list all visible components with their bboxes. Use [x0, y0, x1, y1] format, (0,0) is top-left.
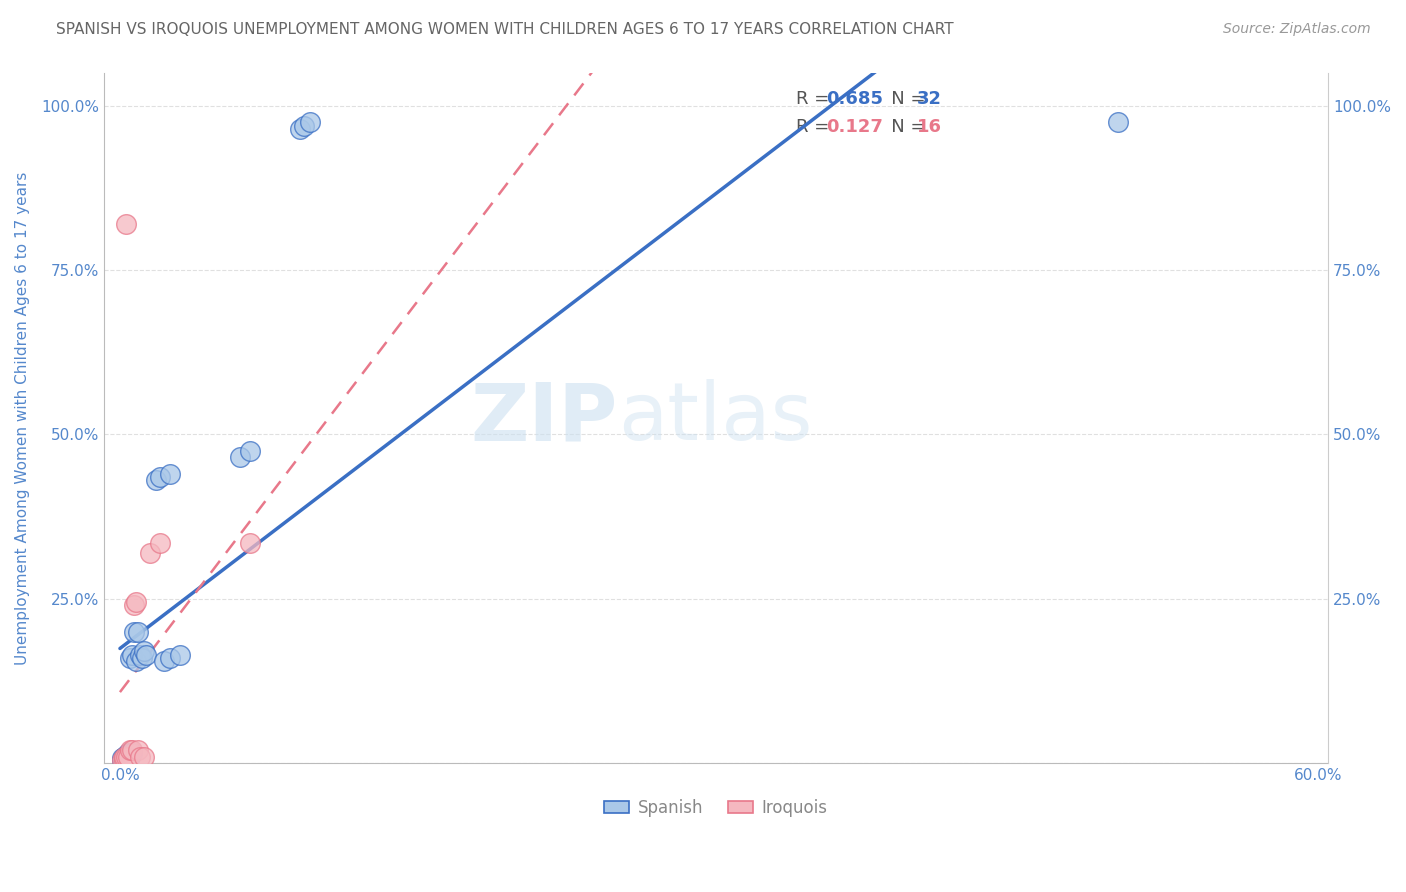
Point — [111, 753, 134, 767]
Point — [135, 648, 157, 662]
Text: atlas: atlas — [619, 379, 813, 457]
Point — [115, 217, 138, 231]
Point — [111, 751, 134, 765]
Point — [132, 749, 155, 764]
Point — [131, 651, 153, 665]
Text: R =: R = — [796, 90, 835, 108]
Point — [121, 743, 143, 757]
Point — [298, 115, 321, 129]
Point — [239, 444, 262, 458]
Text: ZIP: ZIP — [471, 379, 619, 457]
Point — [115, 748, 138, 763]
Point — [288, 121, 311, 136]
Point — [115, 749, 138, 764]
Text: 32: 32 — [917, 90, 942, 108]
Point — [129, 749, 152, 764]
Point — [112, 753, 135, 767]
Point — [229, 450, 252, 465]
Point — [111, 753, 134, 767]
Point — [125, 654, 148, 668]
Point — [122, 599, 145, 613]
Point — [118, 746, 141, 760]
Point — [159, 651, 181, 665]
Text: 0.127: 0.127 — [827, 118, 883, 136]
Point — [159, 467, 181, 481]
Text: N =: N = — [875, 118, 931, 136]
Point — [118, 743, 141, 757]
Text: N =: N = — [875, 90, 931, 108]
Point — [127, 743, 149, 757]
Point — [169, 648, 191, 662]
Point — [149, 536, 172, 550]
Point — [121, 746, 143, 760]
Point — [129, 648, 152, 662]
Point — [118, 651, 141, 665]
Point — [1107, 115, 1129, 129]
Y-axis label: Unemployment Among Women with Children Ages 6 to 17 years: Unemployment Among Women with Children A… — [15, 171, 30, 665]
Text: R =: R = — [796, 118, 835, 136]
Point — [132, 644, 155, 658]
Legend: Spanish, Iroquois: Spanish, Iroquois — [598, 792, 834, 824]
Point — [149, 470, 172, 484]
Point — [153, 654, 176, 668]
Text: 16: 16 — [917, 118, 942, 136]
Point — [125, 595, 148, 609]
Text: Source: ZipAtlas.com: Source: ZipAtlas.com — [1223, 22, 1371, 37]
Point — [112, 749, 135, 764]
Point — [117, 749, 139, 764]
Point — [117, 746, 139, 760]
Point — [112, 749, 135, 764]
Point — [115, 749, 138, 764]
Point — [145, 474, 167, 488]
Text: 0.685: 0.685 — [827, 90, 883, 108]
Point — [239, 536, 262, 550]
Point — [292, 119, 315, 133]
Point — [121, 648, 143, 662]
Point — [118, 749, 141, 764]
Point — [112, 753, 135, 767]
Point — [127, 624, 149, 639]
Point — [139, 546, 162, 560]
Text: SPANISH VS IROQUOIS UNEMPLOYMENT AMONG WOMEN WITH CHILDREN AGES 6 TO 17 YEARS CO: SPANISH VS IROQUOIS UNEMPLOYMENT AMONG W… — [56, 22, 953, 37]
Point — [122, 624, 145, 639]
Point — [112, 749, 135, 764]
